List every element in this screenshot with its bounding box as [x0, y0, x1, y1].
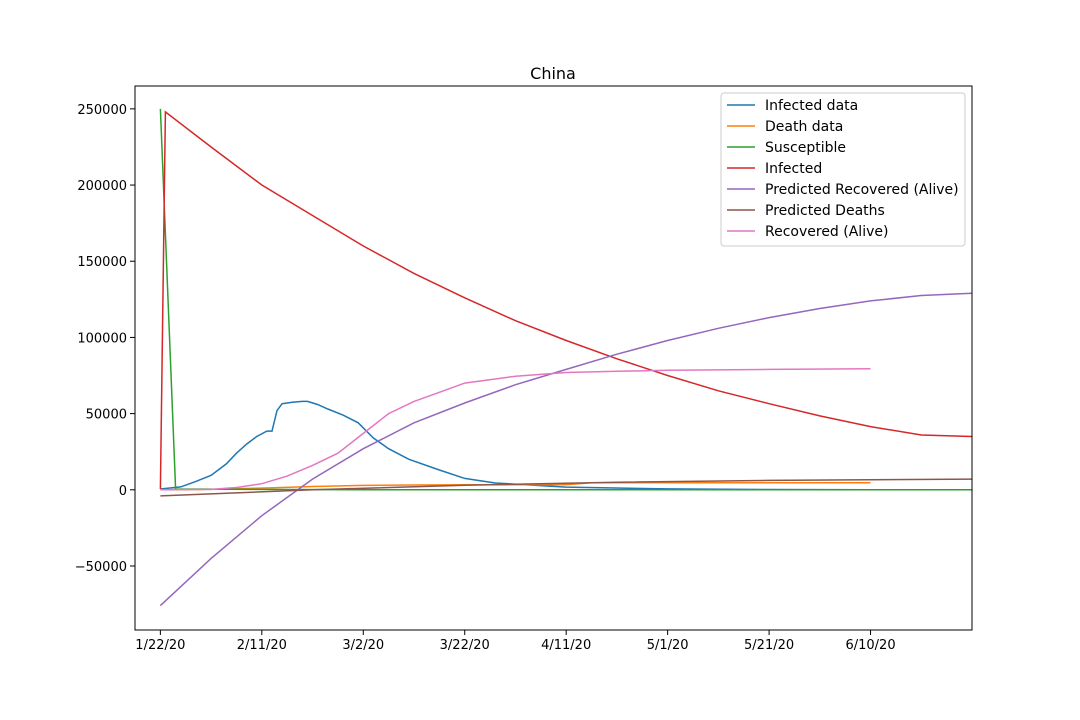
legend-box: [720, 92, 966, 247]
x-tick-label: 6/10/20: [845, 638, 895, 653]
x-axis: 1/22/20 2/11/20 3/2/20 3/22/20 4/11/20 5/1/20…: [135, 630, 896, 653]
y-tick-label: 0: [119, 484, 127, 499]
legend: Infected data Death data Susceptible Infect…: [720, 92, 966, 247]
series-line-predicted-deaths: [160, 478, 973, 497]
y-tick-label: 50000: [86, 408, 127, 423]
x-tick-label: 3/2/20: [342, 638, 384, 653]
series-line-predicted-recovered-alive: [159, 292, 973, 607]
y-tick-label: 150000: [77, 255, 127, 270]
y-axis: −50000 0 50000 100000 150000 200000 250000: [75, 103, 135, 575]
legend-label-susceptible: Susceptible: [765, 140, 846, 156]
x-tick-label: 5/1/20: [647, 638, 689, 653]
chart-title: China: [530, 64, 576, 83]
legend-label-recovered-alive: Recovered (Alive): [765, 224, 888, 240]
legend-label-infected-data: Infected data: [765, 98, 858, 114]
x-tick-label: 1/22/20: [135, 638, 185, 653]
series-line-recovered-alive: [160, 367, 871, 491]
series-line-infected-data: [160, 400, 871, 491]
series-line-infected: [159, 110, 973, 490]
y-tick-label: 200000: [77, 179, 127, 194]
legend-label-infected: Infected: [765, 161, 822, 177]
series-layer: [159, 108, 973, 607]
legend-label-death-data: Death data: [765, 119, 843, 135]
legend-label-predicted-deaths: Predicted Deaths: [765, 203, 885, 219]
legend-label-predicted-recovered-alive: Predicted Recovered (Alive): [765, 182, 959, 198]
x-tick-label: 4/11/20: [541, 638, 591, 653]
series-line-susceptible: [159, 108, 972, 491]
x-tick-label: 3/22/20: [440, 638, 490, 653]
y-tick-label: 250000: [77, 103, 127, 118]
x-tick-label: 5/21/20: [744, 638, 794, 653]
y-tick-label: −50000: [75, 560, 127, 575]
x-tick-label: 2/11/20: [237, 638, 287, 653]
plot-frame: [134, 85, 973, 631]
y-tick-label: 100000: [77, 331, 127, 346]
